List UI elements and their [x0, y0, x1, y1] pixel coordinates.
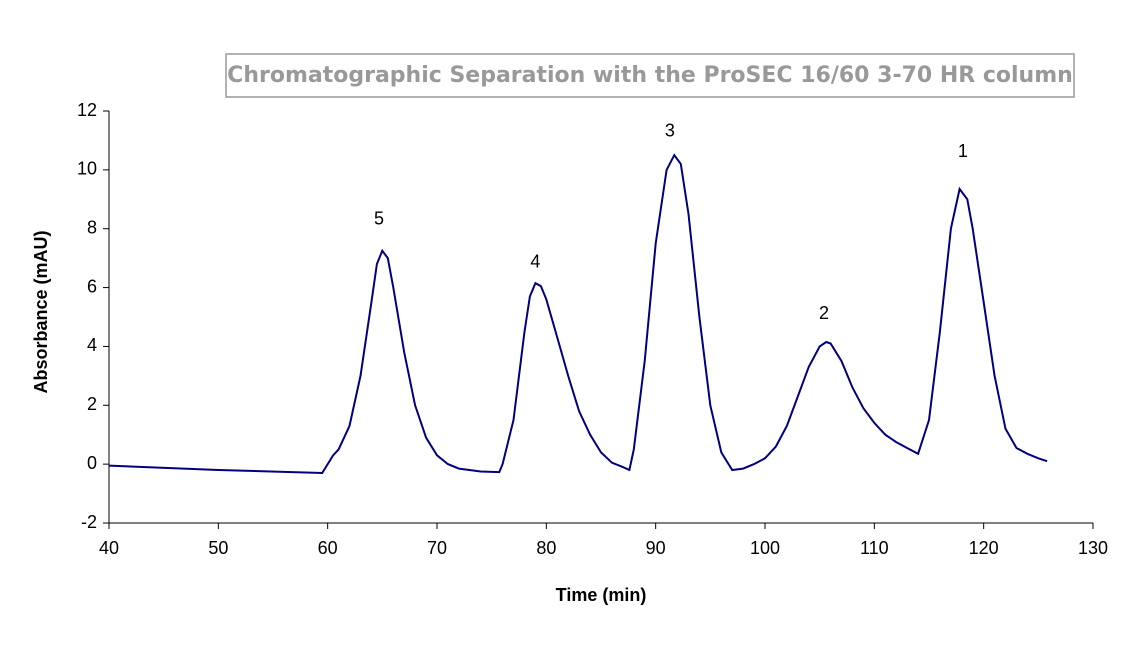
x-tick-label: 40 [99, 538, 119, 558]
x-axis-label: Time (min) [556, 585, 647, 605]
y-axis-label: Absorbance (mAU) [31, 230, 51, 393]
y-tick-label: -2 [81, 512, 97, 532]
x-tick-label: 80 [536, 538, 556, 558]
y-tick-label: 2 [87, 394, 97, 414]
x-tick-label: 120 [969, 538, 999, 558]
peak-label: 2 [819, 303, 829, 323]
peak-label: 5 [374, 209, 384, 229]
x-tick-label: 70 [427, 538, 447, 558]
title-box [225, 53, 1075, 98]
chart-title: Chromatographic Separation with the ProS… [227, 63, 1073, 88]
peak-label: 1 [958, 141, 968, 161]
series-line [108, 153, 1048, 475]
x-tick-label: 60 [318, 538, 338, 558]
peak-label: 4 [530, 251, 540, 271]
y-tick-label: 6 [87, 276, 97, 296]
y-tick-label: 10 [77, 159, 97, 179]
x-tick-label: 100 [750, 538, 780, 558]
x-tick-label: 50 [208, 538, 228, 558]
x-tick-label: 90 [646, 538, 666, 558]
y-tick-label: 12 [77, 100, 97, 120]
x-tick-label: 110 [860, 538, 889, 558]
y-tick-label: 8 [87, 217, 97, 237]
y-tick-label: 4 [87, 335, 97, 355]
x-tick-label: 130 [1078, 538, 1108, 558]
peak-label: 3 [665, 120, 675, 140]
y-tick-label: 0 [87, 453, 97, 473]
